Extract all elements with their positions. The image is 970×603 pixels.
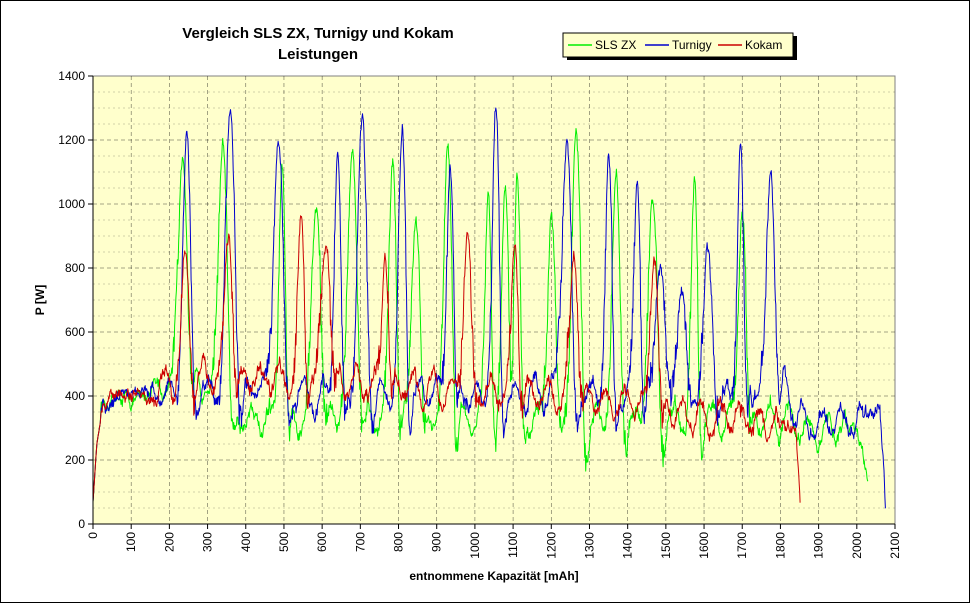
series-line-turnigy [92, 107, 886, 509]
chart-title: Vergleich SLS ZX, Turnigy und Kokam [182, 25, 453, 42]
x-tick-label: 100 [124, 532, 138, 552]
x-tick-label: 1100 [506, 532, 520, 558]
x-tick-label: 1000 [468, 532, 482, 559]
chart-subtitle: Leistungen [278, 46, 358, 63]
x-tick-label: 2000 [850, 532, 864, 559]
y-tick-label: 200 [65, 453, 85, 467]
x-tick-label: 1800 [773, 532, 787, 559]
series-layer [92, 107, 886, 509]
x-tick-label: 0 [86, 532, 100, 539]
x-tick-label: 900 [430, 532, 444, 552]
y-axis-label: P [W] [33, 285, 47, 315]
x-tick-label: 1700 [735, 532, 749, 559]
x-tick-label: 1600 [697, 532, 711, 559]
axes [88, 75, 896, 529]
y-tick-label: 1400 [58, 69, 85, 83]
legend-label-kokam: Kokam [745, 38, 782, 52]
legend-items: SLS ZX Turnigy Kokam [568, 38, 782, 52]
x-tick-label: 200 [162, 532, 176, 552]
x-tick-label: 1900 [812, 532, 826, 559]
y-tick-labels: 0 200 400 600 800 1000 1200 1400 [58, 69, 85, 531]
x-tick-label: 1400 [621, 532, 635, 559]
x-tick-label: 1200 [544, 532, 558, 559]
y-tick-label: 0 [78, 517, 85, 531]
legend-label-turnigy: Turnigy [672, 38, 712, 52]
x-tick-labels: 0 100 200 300 400 500 600 700 800 900 1000 1100 1200… [86, 532, 902, 559]
x-tick-label: 2100 [888, 532, 902, 559]
series-line-kokam [92, 215, 801, 503]
legend-label-sls-zx: SLS ZX [595, 38, 636, 52]
y-tick-label: 1200 [58, 133, 85, 147]
legend-box [562, 32, 794, 58]
y-tick-label: 800 [65, 261, 85, 275]
plot-area [92, 75, 896, 525]
x-tick-label: 600 [315, 532, 329, 552]
x-tick-label: 400 [239, 532, 253, 552]
x-tick-label: 300 [201, 532, 215, 552]
x-tick-label: 1300 [582, 532, 596, 559]
y-tick-label: 400 [65, 389, 85, 403]
legend: SLS ZX Turnigy Kokam [562, 32, 797, 60]
x-tick-label: 800 [392, 532, 406, 552]
y-tick-label: 1000 [58, 197, 85, 211]
x-tick-label: 1500 [659, 532, 673, 559]
x-tick-label: 700 [353, 532, 367, 552]
x-axis-label: entnommene Kapazität [mAh] [409, 569, 578, 583]
x-tick-label: 500 [277, 532, 291, 552]
y-tick-label: 600 [65, 325, 85, 339]
